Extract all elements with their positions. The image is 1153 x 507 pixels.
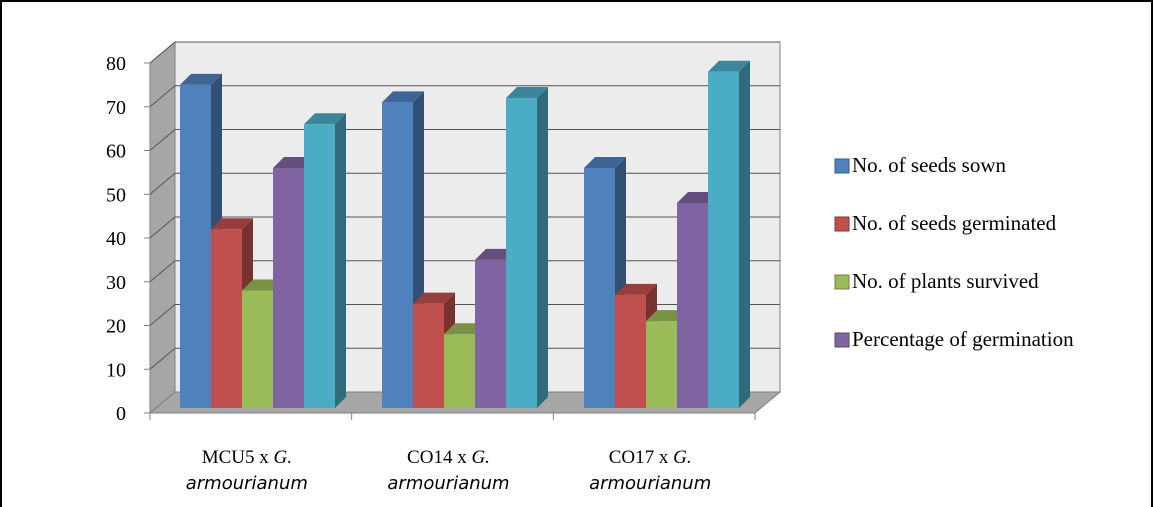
bar-top [615, 283, 657, 295]
bar-front [242, 290, 273, 408]
bar [584, 157, 626, 408]
legend-item: No. of seeds germinated [834, 211, 1057, 235]
legend-swatch [834, 274, 850, 290]
x-tick-label-line2: armourianum [589, 473, 711, 494]
bar [506, 87, 548, 408]
legend: No. of seeds sown No. of seeds germinated… [834, 153, 1074, 351]
x-tick-label-italic: G. [673, 447, 691, 468]
gridline-side [149, 129, 176, 151]
y-tick-label: 0 [116, 403, 126, 425]
bar-front [211, 229, 242, 408]
y-tick-label: 20 [106, 316, 126, 338]
bar-top [180, 73, 222, 85]
bar-top [584, 157, 626, 168]
bar-top [506, 87, 548, 98]
gridline-side [149, 41, 176, 64]
bar-front [677, 203, 708, 408]
legend-item: No. of seeds sown [834, 153, 1006, 177]
bar-top [413, 292, 455, 304]
bar-front [584, 168, 615, 408]
x-tick-label-italic: G. [471, 447, 489, 468]
legend-label: No. of plants survived [852, 269, 1039, 293]
bars [180, 60, 750, 408]
y-axis: 0 10 20 30 40 50 60 70 80 [106, 53, 151, 425]
bar-front [646, 321, 677, 408]
x-tick-label-line2: armourianum [186, 473, 308, 494]
x-tick-label-line2: armourianum [387, 473, 509, 494]
bar-side [335, 113, 346, 408]
gridline-side [149, 172, 176, 195]
legend-swatch [834, 216, 850, 232]
legend-swatch [834, 332, 850, 348]
bar-side [739, 60, 750, 408]
bar-front [180, 84, 211, 408]
bar-front [382, 102, 413, 408]
legend-label: Percentage of germination [852, 327, 1074, 351]
y-tick-label: 60 [106, 141, 126, 163]
x-tick-label-italic: G. [273, 447, 291, 468]
bar [304, 113, 346, 408]
y-tick-label: 30 [106, 272, 126, 294]
bar-top [304, 113, 346, 125]
bar-top [708, 60, 750, 72]
x-axis: MCU5 x G. armourianum CO14 x G. armourianum… [149, 412, 756, 494]
x-tick-label-name: CO14 x [407, 447, 471, 468]
x-tick-label-name: MCU5 x [202, 447, 274, 468]
bar [708, 60, 750, 408]
gridline-side [149, 85, 176, 108]
bar-front [475, 259, 506, 408]
bar-front [708, 71, 739, 408]
bar-front [304, 124, 335, 408]
legend-label: No. of seeds sown [852, 153, 1006, 177]
gridline-side [149, 216, 176, 239]
bar-front [506, 98, 537, 408]
bar [211, 218, 253, 408]
x-tick-label: CO17 x G. [609, 447, 692, 468]
y-tick-label: 80 [106, 53, 126, 75]
y-tick-label: 50 [106, 184, 126, 206]
bar-top [211, 218, 253, 230]
bar-side [537, 87, 548, 408]
bar-front [273, 168, 304, 408]
x-tick-label-name: CO17 x [609, 447, 673, 468]
gridline-side [149, 304, 176, 326]
gridline-side [149, 347, 176, 370]
legend-swatch [834, 158, 850, 174]
bar-front [413, 303, 444, 408]
x-tick-label: CO14 x G. [407, 447, 490, 468]
bar-front [615, 294, 646, 408]
y-tick-label: 40 [106, 228, 126, 250]
gridline-side [149, 260, 176, 283]
y-tick-label: 70 [106, 97, 126, 119]
legend-label: No. of seeds germinated [852, 211, 1057, 235]
bar-front [444, 334, 475, 408]
bar-top [382, 91, 424, 103]
y-tick-label: 10 [106, 359, 126, 381]
x-tick-label: MCU5 x G. [202, 447, 292, 468]
legend-item: No. of plants survived [834, 269, 1039, 293]
legend-item: Percentage of germination [834, 327, 1074, 351]
